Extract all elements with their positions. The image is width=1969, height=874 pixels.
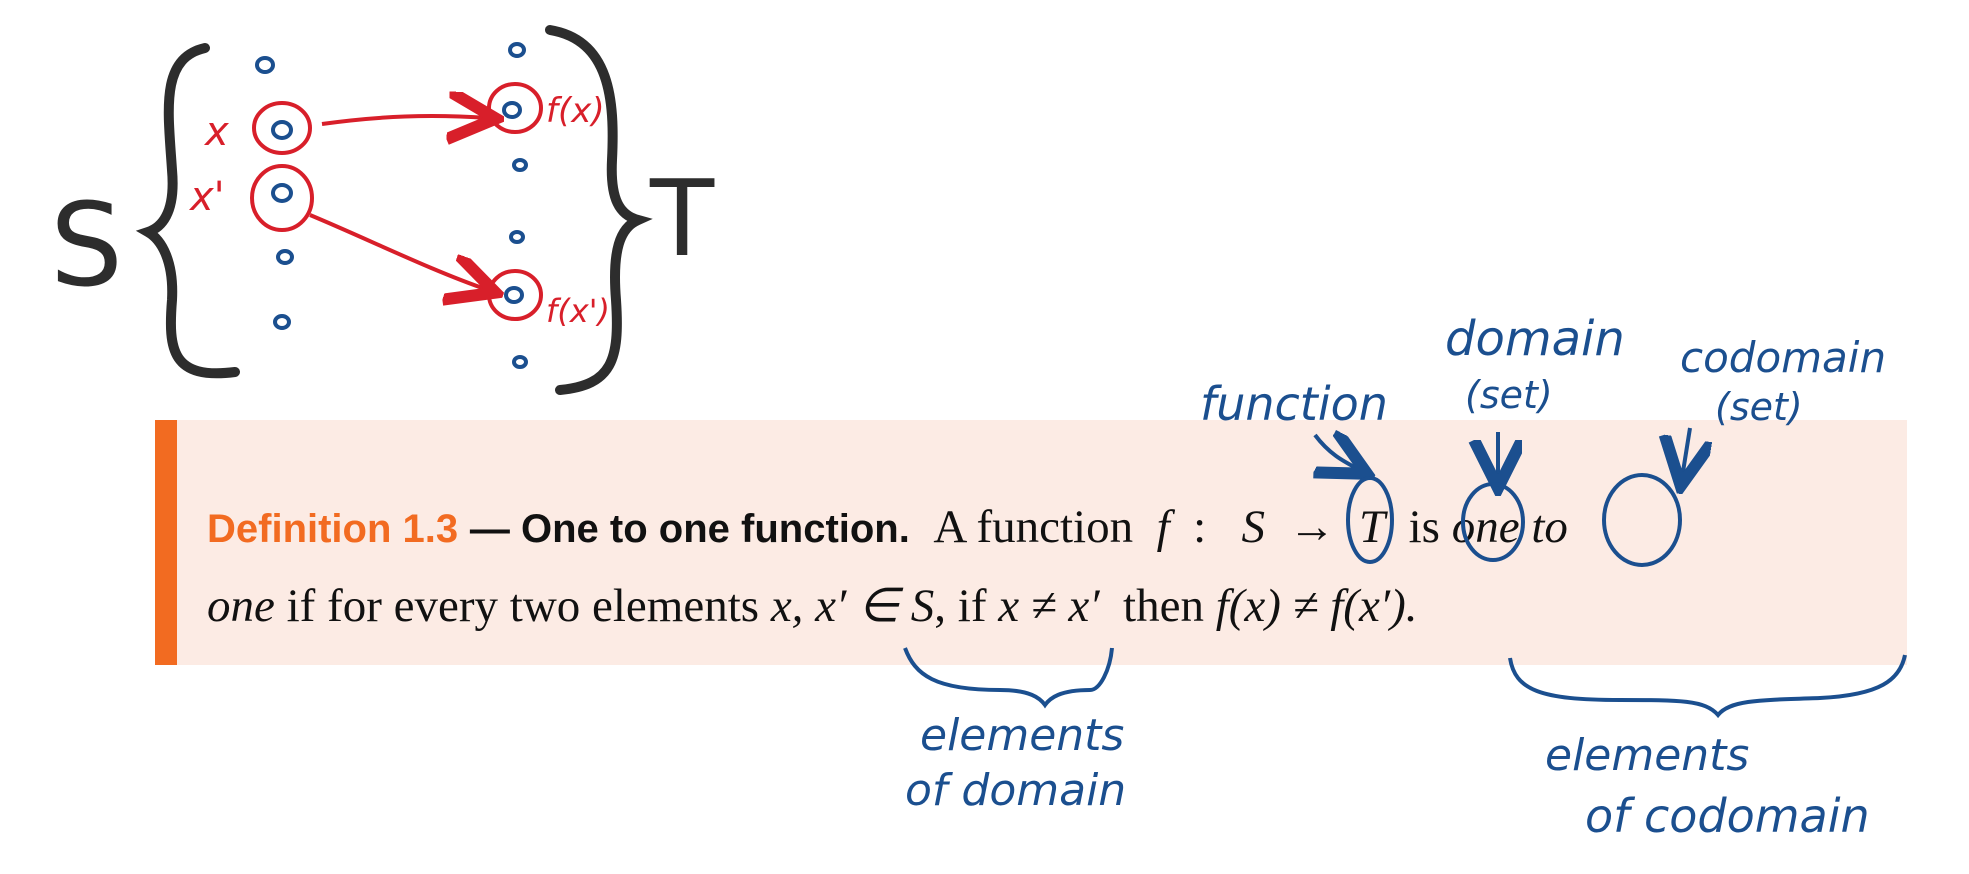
circle-S	[1461, 482, 1525, 562]
x-prime-label: x'	[188, 174, 225, 220]
def-symbol-T: T	[1358, 501, 1386, 553]
fx-label: f(x)	[546, 91, 605, 131]
def-text-is: is	[1408, 501, 1440, 553]
annotation-function: function	[1200, 377, 1388, 431]
brace-elements-domain	[903, 647, 1114, 709]
def-text-one: one	[207, 580, 275, 632]
annotation-elements-codomain-1: elements	[1545, 730, 1749, 781]
function-arrow	[1315, 435, 1360, 470]
definition-line-2: one if for every two elements x, x′ ∈ S,…	[207, 578, 1418, 633]
definition-box	[155, 420, 1907, 665]
annotation-elements-domain-2: of domain	[905, 765, 1126, 816]
codomain-set-label: T	[649, 158, 715, 280]
definition-line-1: Definition 1.3 — One to one function. A …	[207, 500, 1568, 554]
def-arrow: →	[1288, 501, 1336, 553]
definition-accent-bar	[155, 420, 177, 665]
def-symbol-f: f	[1156, 501, 1170, 553]
map-arrow-xprime	[309, 213, 488, 290]
annotation-domain-set: (set)	[1465, 373, 1553, 417]
domain-set-label: S	[50, 179, 123, 313]
def-colon: :	[1193, 501, 1207, 553]
def-text-one-to: one to	[1451, 501, 1568, 553]
codomain-arrow	[1682, 427, 1690, 478]
def-text-then: then	[1123, 580, 1204, 632]
domain-point-xprime-circle	[250, 164, 314, 232]
annotation-domain: domain	[1445, 311, 1625, 367]
def-text-if: , if	[934, 580, 987, 632]
codomain-point-fxprime-circle	[487, 269, 543, 321]
right-brace	[545, 25, 653, 395]
annotation-codomain: codomain	[1680, 333, 1886, 382]
def-text-a-function: A function	[933, 501, 1134, 553]
domain-dot	[273, 314, 291, 330]
circle-f	[1346, 476, 1394, 564]
domain-dot	[276, 249, 294, 265]
annotation-elements-domain-1: elements	[920, 710, 1124, 761]
codomain-dot	[512, 158, 528, 172]
x-label: x	[203, 109, 229, 155]
left-brace	[135, 43, 240, 379]
codomain-point-fx-inner	[502, 101, 522, 119]
domain-point-x-inner	[271, 120, 293, 140]
codomain-point-fxprime-inner	[504, 286, 524, 304]
circle-T	[1602, 473, 1682, 567]
def-conclusion-expr: f(x) ≠ f(x′).	[1215, 580, 1418, 632]
annotation-elements-codomain-2: of codomain	[1585, 789, 1870, 843]
fx-prime-label: f(x')	[546, 292, 610, 330]
domain-dot	[255, 56, 275, 74]
def-text-for-every: if for every two elements	[286, 580, 760, 632]
map-arrow-x	[321, 116, 488, 124]
def-condition-expr: x ≠ x′	[998, 580, 1100, 632]
domain-point-xprime-inner	[271, 183, 293, 203]
codomain-point-fx-circle	[487, 82, 543, 134]
codomain-dot	[508, 42, 526, 58]
annotation-codomain-set: (set)	[1715, 385, 1803, 429]
codomain-dot	[509, 230, 525, 244]
def-symbol-S: S	[1241, 501, 1265, 553]
def-elements-expr: x, x′ ∈ S	[770, 580, 935, 632]
codomain-dot	[512, 355, 528, 369]
domain-point-x-circle	[252, 101, 312, 155]
definition-label: Definition 1.3	[207, 507, 459, 551]
definition-title: — One to one function.	[469, 507, 910, 551]
brace-elements-codomain	[1508, 654, 1907, 719]
